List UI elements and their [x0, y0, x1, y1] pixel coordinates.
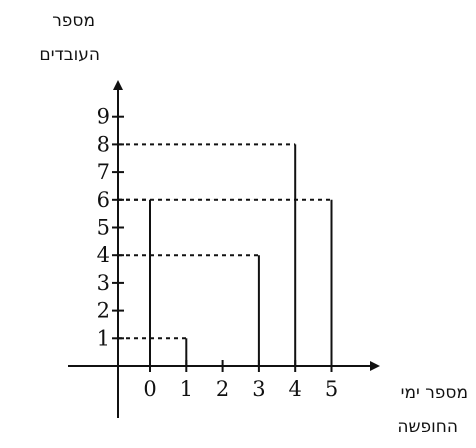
y-ticks: 1 2 3 4 5 6 7 8 9	[97, 105, 124, 350]
x-tick-label: 4	[289, 377, 302, 401]
y-axis-label-line-2: העובדים	[39, 45, 100, 65]
x-tick-label: 3	[252, 377, 265, 401]
x-axis-label-line-2: החופשה	[397, 417, 458, 437]
y-tick-label: 6	[97, 188, 110, 212]
y-tick-label: 1	[97, 326, 110, 350]
x-tick-label: 2	[216, 377, 229, 401]
y-tick-label: 3	[97, 271, 110, 295]
x-axis-label-line-1: מספר ימי	[401, 383, 468, 403]
y-tick-label: 8	[97, 132, 110, 156]
x-tick-label: 5	[325, 377, 338, 401]
y-axis-label-line-1: מספר	[52, 11, 95, 31]
chart-marks	[118, 143, 333, 366]
y-tick-label: 9	[97, 105, 110, 129]
x-tick-label: 0	[143, 377, 156, 401]
y-tick-label: 5	[97, 216, 110, 240]
y-tick-label: 2	[97, 299, 110, 323]
x-tick-label: 1	[180, 377, 193, 401]
y-tick-label: 4	[97, 243, 110, 267]
y-tick-label: 7	[97, 160, 110, 184]
